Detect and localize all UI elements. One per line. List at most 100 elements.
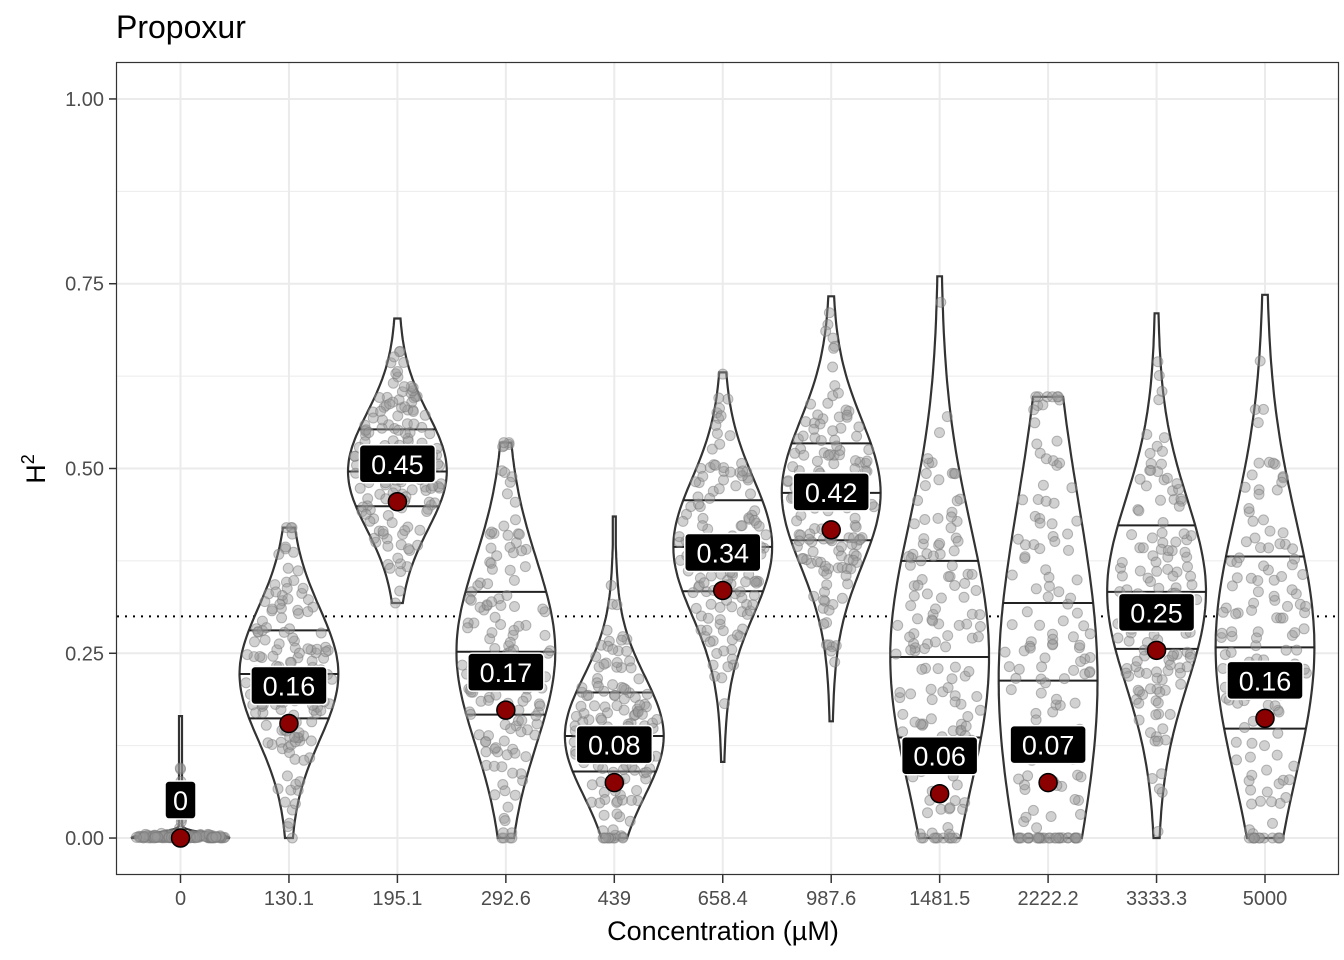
jitter-point	[1151, 565, 1163, 577]
jitter-point	[1152, 826, 1164, 837]
jitter-point	[1164, 708, 1176, 720]
jitter-point	[1258, 403, 1269, 415]
jitter-point	[916, 574, 928, 585]
jitter-point	[1263, 542, 1275, 554]
jitter-point	[495, 600, 507, 611]
jitter-point	[934, 538, 946, 549]
jitter-point	[1276, 571, 1288, 582]
jitter-point	[1175, 493, 1187, 505]
jitter-point	[919, 643, 930, 655]
jitter-point	[1146, 532, 1158, 544]
jitter-point	[631, 785, 643, 796]
jitter-point	[933, 539, 945, 551]
jitter-point	[288, 575, 300, 586]
jitter-point	[1161, 472, 1173, 484]
jitter-point	[618, 764, 629, 775]
jitter-point	[1046, 518, 1058, 530]
jitter-point	[793, 535, 805, 547]
estimate-label-text: 0.34	[696, 538, 749, 568]
jitter-point	[302, 643, 314, 655]
jitter-point	[695, 624, 707, 636]
jitter-point	[499, 815, 511, 827]
jitter-point	[1022, 832, 1034, 844]
jitter-point	[941, 411, 953, 423]
jitter-point	[1267, 457, 1279, 469]
jitter-point	[1239, 481, 1251, 493]
jitter-point	[509, 601, 520, 612]
jitter-point	[285, 656, 296, 668]
estimate-label-text: 0.16	[263, 671, 316, 701]
violin-7	[889, 275, 991, 840]
jitter-point	[1022, 770, 1034, 782]
jitter-point	[823, 449, 834, 461]
jitter-point	[1019, 551, 1031, 563]
jitter-point	[745, 488, 756, 500]
jitter-point	[502, 801, 514, 813]
jitter-point	[1239, 722, 1250, 733]
jitter-point	[271, 644, 283, 656]
jitter-point	[530, 710, 542, 722]
jitter-point	[302, 606, 314, 618]
jitter-point	[1141, 429, 1153, 440]
jitter-point	[1032, 391, 1044, 403]
jitter-point	[293, 608, 304, 620]
jitter-point	[502, 529, 514, 541]
jitter-point	[719, 698, 730, 710]
jitter-point	[419, 409, 431, 421]
jitter-point	[275, 704, 287, 715]
jitter-point	[827, 390, 839, 402]
x-tick-label: 987.6	[806, 888, 856, 910]
estimate-point	[496, 700, 516, 720]
y-tick-label: 0.50	[65, 459, 104, 481]
jitter-point	[704, 492, 716, 504]
jitter-point	[598, 658, 610, 670]
jitter-point	[534, 700, 546, 712]
jitter-point	[809, 432, 821, 444]
jitter-point	[1034, 517, 1046, 529]
jitter-point	[848, 532, 860, 544]
jitter-point	[711, 648, 723, 659]
jitter-point	[305, 735, 317, 747]
jitter-point	[731, 629, 743, 641]
jitter-point	[1037, 479, 1049, 491]
jitter-point	[497, 827, 509, 839]
jitter-point	[751, 577, 762, 589]
jitter-point	[375, 405, 387, 417]
jitter-point	[392, 424, 404, 436]
jitter-point	[414, 524, 426, 536]
jitter-point	[698, 577, 710, 589]
jitter-point	[1029, 417, 1041, 429]
jitter-point	[1043, 571, 1055, 583]
jitter-point	[486, 627, 498, 639]
jitter-point	[1133, 714, 1145, 726]
jitter-point	[651, 714, 663, 725]
estimate-point	[1255, 708, 1275, 729]
jitter-point	[289, 731, 301, 743]
jitter-point	[1153, 783, 1165, 795]
jitter-point	[908, 590, 920, 602]
jitter-point	[462, 622, 474, 634]
jitter-point	[1297, 569, 1309, 580]
jitter-point	[962, 568, 974, 580]
jitter-point	[819, 586, 830, 598]
jitter-point	[1289, 627, 1301, 639]
jitter-point	[315, 627, 327, 639]
jitter-point	[716, 672, 728, 684]
jitter-point	[1158, 432, 1170, 444]
jitter-point	[262, 737, 274, 749]
jitter-point	[905, 600, 917, 612]
jitter-point	[401, 561, 413, 573]
jitter-point	[707, 659, 719, 671]
jitter-point	[392, 366, 404, 377]
jitter-point	[1024, 642, 1036, 654]
jitter-point	[256, 615, 268, 627]
jitter-point	[1156, 768, 1168, 780]
jitter-point	[915, 832, 927, 844]
jitter-point	[717, 625, 729, 637]
jitter-point	[820, 325, 832, 337]
jitter-point	[515, 768, 527, 780]
estimate-point	[929, 783, 950, 804]
jitter-point	[1078, 620, 1090, 632]
jitter-point	[942, 630, 954, 642]
jitter-point	[974, 621, 986, 632]
